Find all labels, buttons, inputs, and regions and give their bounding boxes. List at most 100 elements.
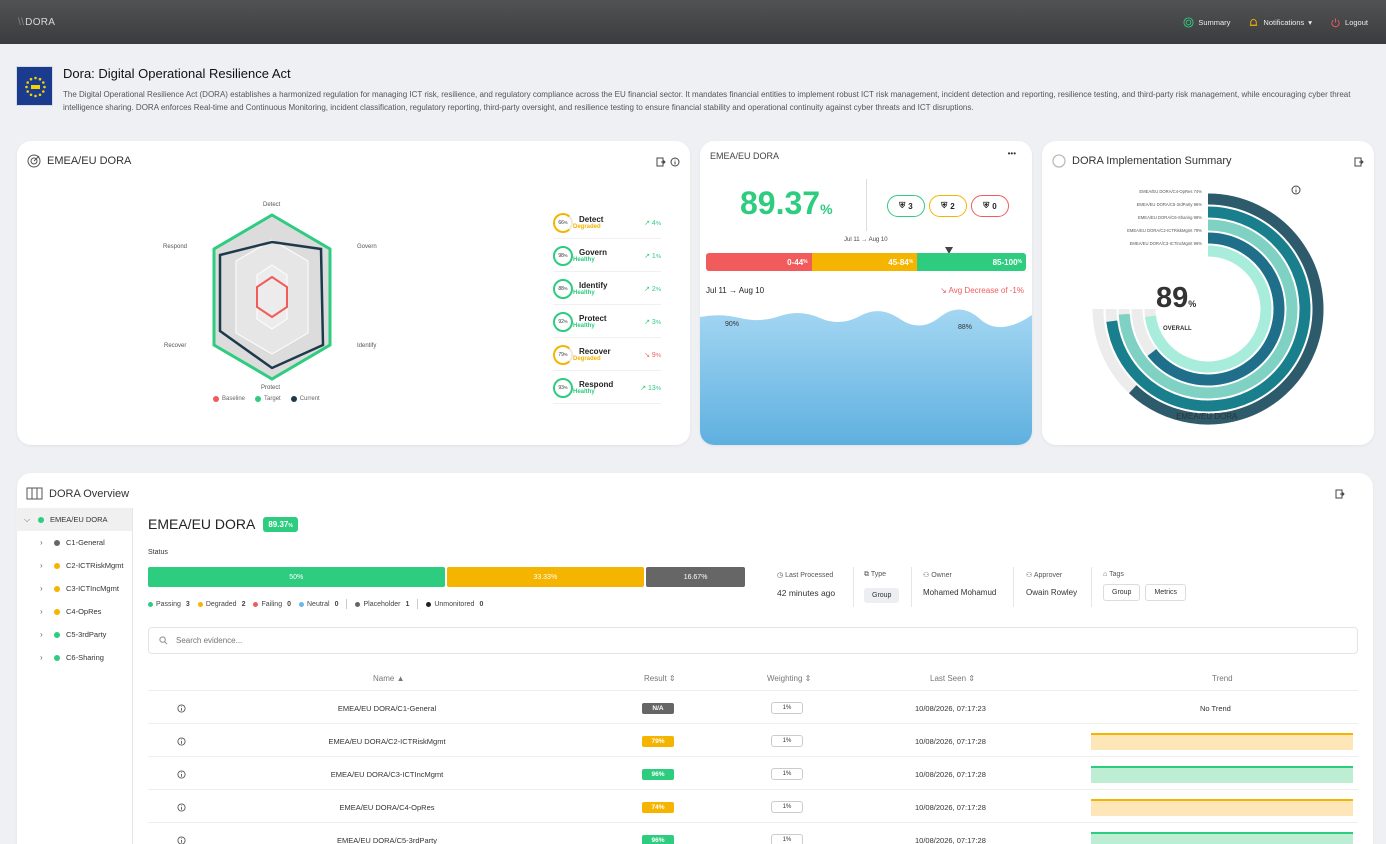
legend-current[interactable]: Current [290,396,320,402]
ring-arc[interactable] [1128,193,1324,425]
ring-label: EMEA/EU DORA/C3-ICTIncMgmt 96% [1130,241,1203,246]
table-row[interactable]: EMEA/EU DORA/C1-General N/A 1% 10/08/2026, … [148,690,1358,724]
chevron-down-icon[interactable]: ⌵ [24,514,31,524]
col-name[interactable]: Name ▲ [373,674,405,683]
meta-tags: ⌂ Tags Group Metrics [1103,571,1187,601]
metric-protect[interactable]: 92% Protect Healthy ↗ 3% [553,306,661,338]
threshold-bar: 0-44% 45-84% 85-100% [706,253,1026,271]
legend-item[interactable]: Placeholder 1 [355,601,409,608]
metric-recover[interactable]: 79% Recover Degraded ↘ 9% [553,339,661,371]
radar-icon [27,154,41,168]
tree-item[interactable]: › C2-ICTRiskMgmt [16,554,132,577]
info-icon[interactable] [177,724,186,758]
radar-card-title: EMEA/EU DORA [47,155,132,167]
legend-target[interactable]: Target [255,396,281,402]
search-input[interactable] [176,636,1357,645]
app-logo[interactable]: \\DORA [18,16,56,28]
type-tag[interactable]: Group [864,588,900,603]
legend-item[interactable]: Passing 3 [148,601,190,608]
legend-item[interactable]: Failing 0 [253,601,291,608]
legend-item[interactable]: Neutral 0 [299,601,338,608]
table-row[interactable]: EMEA/EU DORA/C3-ICTIncMgmt 96% 1% 10/08/202… [148,756,1358,790]
row-name[interactable]: EMEA/EU DORA/C4-OpRes [339,802,435,812]
export-icon[interactable] [1335,489,1345,499]
metric-govern[interactable]: 98% Govern Healthy ↗ 1% [553,240,661,272]
legend-item[interactable]: Unmonitored 0 [426,601,483,608]
info-icon[interactable] [1291,185,1301,195]
meta-owner: ⚇ Owner Mohamed Mohamud [923,572,997,597]
chevron-right-icon[interactable]: › [40,538,43,547]
legend-baseline[interactable]: Baseline [213,396,245,402]
info-icon[interactable] [177,691,186,725]
last-seen: 10/08/2026, 07:17:28 [915,802,986,812]
ring-arc[interactable] [1106,206,1311,412]
implementation-card-title: DORA Implementation Summary [1072,155,1232,167]
score-ring: 88% [553,278,573,299]
nav-notifications[interactable]: Notifications ▾ [1248,17,1312,28]
pill-failing[interactable]: ⛨ 0 [971,195,1009,217]
result-badge: N/A [642,702,674,714]
chevron-right-icon[interactable]: › [40,653,43,662]
metric-respond[interactable]: 93% Respond Healthy ↗ 13% [553,372,661,404]
nav-logout[interactable]: Logout [1330,17,1368,28]
col-result[interactable]: Result ⇕ [644,674,676,683]
table-row[interactable]: EMEA/EU DORA/C2-ICTRiskMgmt 79% 1% 10/08/20… [148,723,1358,757]
weighting-box[interactable]: 1% [771,801,803,813]
nav-summary[interactable]: Summary [1183,16,1230,28]
weighting-box[interactable]: 1% [771,834,803,844]
weighting-box[interactable]: 1% [771,735,803,747]
export-icon[interactable] [1354,157,1364,167]
pill-degraded[interactable]: ⛨ 2 [929,195,967,217]
status-segment[interactable]: 16.67% [646,567,745,587]
legend-item[interactable]: Degraded 2 [197,601,245,608]
metric-trend: ↗ 2% [644,285,661,293]
weighting-box[interactable]: 1% [771,768,803,780]
ring-arc[interactable] [1145,245,1272,373]
row-name[interactable]: EMEA/EU DORA/C3-ICTIncMgmt [330,769,444,779]
divider [866,179,867,231]
pill-passing[interactable]: ⛨ 3 [887,195,925,217]
trend-sparkline [1091,832,1353,844]
export-icon[interactable] [656,157,666,167]
chevron-right-icon[interactable]: › [40,561,43,570]
tree-item[interactable]: › C1-General [16,531,132,554]
weighting-box[interactable]: 1% [771,702,803,714]
status-legend: Passing 3 Degraded 2 Failing 0 Neutral 0 Placeho… [148,599,483,609]
row-name[interactable]: EMEA/EU DORA/C1-General [337,703,437,713]
chevron-right-icon[interactable]: › [40,630,43,639]
row-name[interactable]: EMEA/EU DORA/C2-ICTRiskMgmt [328,736,446,746]
metric-name: Detect [579,215,604,224]
tag-group[interactable]: Group [1103,584,1141,601]
table-row[interactable]: EMEA/EU DORA/C5-3rdParty 96% 1% 10/08/2026,… [148,822,1358,844]
info-icon[interactable] [670,157,680,167]
ring-arc[interactable] [1147,232,1285,386]
tag-metrics[interactable]: Metrics [1145,584,1187,601]
col-weighting[interactable]: Weighting ⇕ [767,674,812,683]
info-icon[interactable] [177,757,186,791]
status-dot [54,562,60,569]
result-badge: 74% [642,801,674,813]
tree-item[interactable]: › C3-ICTIncMgmt [16,577,132,600]
chevron-right-icon[interactable]: › [40,584,43,593]
metric-detect[interactable]: 66% Detect Degraded ↗ 4% [553,207,661,239]
info-icon[interactable] [177,790,186,824]
row-name[interactable]: EMEA/EU DORA/C5-3rdParty [336,835,438,844]
tree-item[interactable]: › C5-3rdParty [16,623,132,646]
tree-item[interactable]: › C6-Sharing [16,646,132,669]
metric-trend: ↗ 1% [644,252,661,260]
metric-identify[interactable]: 88% Identify Healthy ↗ 2% [553,273,661,305]
evidence-search[interactable] [148,627,1358,654]
chevron-right-icon[interactable]: › [40,607,43,616]
wave-end-label: 88% [958,324,973,331]
status-segment[interactable]: 50% [148,567,445,587]
score-card: EMEA/EU DORA ••• 89.37% ⛨ 3 ⛨ 2 ⛨ 0 Jul 11 … [700,141,1032,445]
tree-item[interactable]: › C4-OpRes [16,600,132,623]
user-check-icon: ⚇ [1026,572,1033,579]
tree-item-label: C1-General [66,538,105,547]
tree-item[interactable]: ⌵ EMEA/EU DORA [16,508,132,531]
more-menu-icon[interactable]: ••• [1007,149,1016,158]
table-row[interactable]: EMEA/EU DORA/C4-OpRes 74% 1% 10/08/2026, 07… [148,789,1358,823]
col-last-seen[interactable]: Last Seen ⇕ [930,674,975,683]
status-segment[interactable]: 33.33% [446,567,645,587]
ring-arc[interactable] [1118,219,1298,399]
